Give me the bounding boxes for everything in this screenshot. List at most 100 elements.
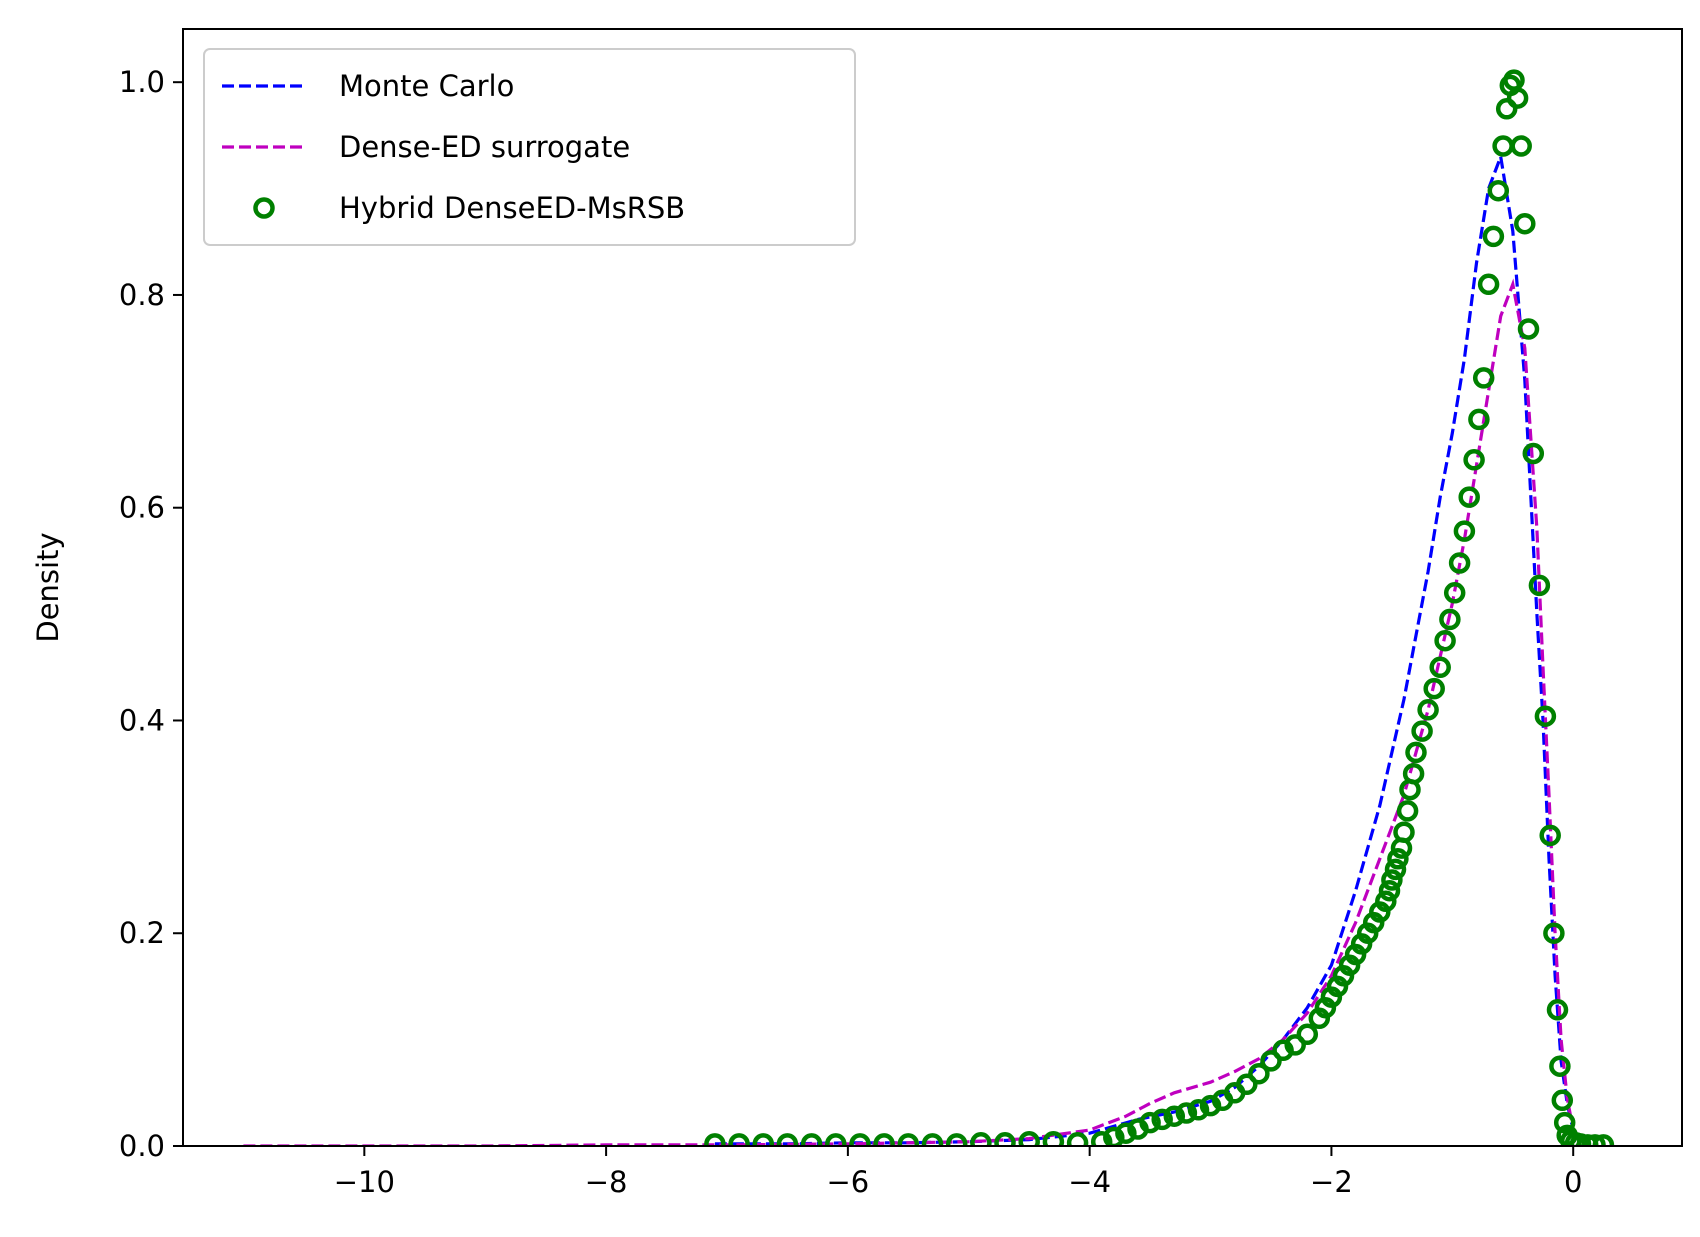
data-point — [1468, 408, 1490, 431]
data-point — [1453, 520, 1476, 542]
data-point — [1411, 720, 1433, 742]
x-tick-label: −6 — [827, 1165, 870, 1199]
data-point — [1423, 677, 1445, 700]
data-point — [1528, 574, 1551, 597]
data-point — [1592, 1134, 1615, 1146]
x-tick-label: −10 — [334, 1165, 395, 1199]
data-point — [1514, 212, 1536, 235]
data-point — [776, 1133, 799, 1146]
x-tick-label: −4 — [1068, 1165, 1111, 1199]
data-point — [1402, 762, 1425, 785]
data-point — [1115, 1122, 1137, 1144]
data-point — [1434, 629, 1456, 652]
data-point — [1375, 890, 1397, 913]
data-point — [1175, 1102, 1198, 1124]
data-point — [1384, 858, 1407, 881]
data-point — [1553, 1111, 1576, 1134]
legend: Monte Carlo Dense-ED surrogate Hybrid Dens… — [203, 48, 856, 246]
data-point — [752, 1133, 775, 1146]
legend-item: Hybrid DenseED-MsRSB — [253, 191, 685, 225]
data-point — [1236, 1073, 1258, 1096]
data-point — [1546, 999, 1569, 1021]
data-point — [1429, 656, 1451, 679]
data-point — [1506, 87, 1529, 109]
data-point — [1284, 1034, 1306, 1056]
data-point — [1510, 135, 1532, 157]
axes-frame — [182, 28, 1683, 1147]
legend-label: Monte Carlo — [339, 69, 514, 103]
data-point — [1381, 869, 1403, 891]
series-line-1 — [714, 150, 1598, 1146]
data-point — [921, 1133, 944, 1146]
data-point — [1495, 98, 1518, 120]
legend-box — [203, 48, 856, 246]
data-point — [1534, 705, 1557, 727]
data-point — [1378, 879, 1401, 902]
data-point — [1443, 582, 1466, 604]
data-point — [1463, 449, 1485, 471]
data-point — [704, 1133, 726, 1146]
data-point — [1549, 1055, 1571, 1077]
data-point — [897, 1133, 920, 1146]
y-tick-label: 0.0 — [119, 1129, 165, 1163]
data-point — [970, 1132, 992, 1146]
data-point — [1569, 1133, 1592, 1146]
series-3 — [704, 69, 1615, 1146]
data-point — [1522, 442, 1545, 465]
legend-item: Monte Carlo — [222, 69, 514, 103]
data-point — [1187, 1099, 1210, 1121]
data-point — [1405, 741, 1427, 764]
data-point — [1296, 1023, 1319, 1046]
plot-area — [243, 69, 1615, 1146]
data-point — [1387, 848, 1409, 870]
data-point — [1163, 1105, 1186, 1127]
data-point — [873, 1133, 895, 1146]
data-point — [1139, 1111, 1161, 1134]
data-point — [1396, 800, 1419, 822]
data-point — [1248, 1062, 1270, 1085]
data-point — [1564, 1132, 1587, 1146]
data-point — [800, 1133, 823, 1146]
y-tick-label: 1.0 — [119, 65, 165, 99]
x-axis: −10 −8 −6 −4 −2 0 — [334, 1146, 1582, 1199]
y-axis-title: Density — [31, 532, 65, 642]
data-point — [1543, 922, 1565, 944]
data-point — [1458, 486, 1480, 508]
y-tick-label: 0.8 — [119, 278, 165, 312]
data-point — [1477, 273, 1500, 296]
data-point — [1472, 367, 1495, 389]
data-point — [1417, 699, 1439, 721]
data-point — [1551, 1089, 1574, 1112]
legend-swatch — [253, 197, 275, 219]
data-point — [1517, 318, 1540, 340]
data-point — [1439, 608, 1461, 631]
data-point — [1260, 1050, 1282, 1072]
legend-label: Hybrid DenseED-MsRSB — [339, 191, 685, 225]
legend-label: Dense-ED surrogate — [339, 130, 630, 164]
data-point — [1393, 821, 1415, 843]
x-tick-label: 0 — [1564, 1165, 1582, 1199]
data-point — [945, 1133, 968, 1146]
legend-item: Dense-ED surrogate — [222, 130, 630, 164]
data-point — [1539, 824, 1561, 847]
data-point — [1090, 1130, 1113, 1146]
data-point — [1042, 1130, 1065, 1146]
data-point — [1103, 1126, 1125, 1146]
y-tick-label: 0.2 — [119, 916, 165, 950]
x-tick-label: −8 — [585, 1165, 628, 1199]
data-point — [1151, 1108, 1173, 1131]
data-point — [994, 1132, 1016, 1146]
data-point — [1018, 1130, 1040, 1146]
data-point — [1448, 552, 1471, 574]
data-point — [1066, 1132, 1089, 1146]
x-tick-label: −2 — [1310, 1165, 1353, 1199]
y-tick-label: 0.4 — [119, 703, 165, 737]
y-axis: 0.0 0.2 0.4 0.6 0.8 1.0 — [119, 65, 183, 1163]
series-1 — [714, 150, 1598, 1146]
y-tick-label: 0.6 — [119, 491, 165, 525]
data-point — [1487, 179, 1510, 202]
data-point — [1482, 225, 1505, 248]
data-point — [849, 1133, 871, 1146]
data-point — [1584, 1134, 1606, 1146]
